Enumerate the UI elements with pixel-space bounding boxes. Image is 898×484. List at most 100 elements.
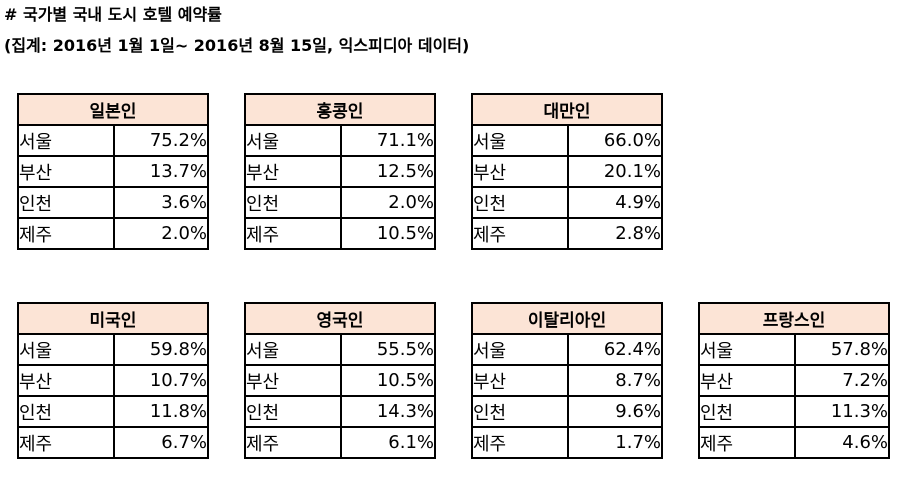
table-row: 제주 6.1%	[244, 426, 436, 459]
country-table: 홍콩인 서울 71.1% 부산 12.5% 인천 2.0% 제주 10.5%	[244, 93, 436, 250]
country-header: 홍콩인	[244, 93, 436, 126]
table-row: 서울 75.2%	[17, 124, 209, 157]
table-row: 부산 20.1%	[471, 155, 663, 188]
city-name-cell: 제주	[17, 217, 115, 250]
table-row: 제주 10.5%	[244, 217, 436, 250]
city-name-cell: 제주	[698, 426, 796, 459]
booking-rate-cell: 57.8%	[794, 333, 890, 366]
country-table: 이탈리아인 서울 62.4% 부산 8.7% 인천 9.6% 제주 1.7%	[471, 302, 663, 459]
country-table: 일본인 서울 75.2% 부산 13.7% 인천 3.6% 제주 2.0%	[17, 93, 209, 250]
table-row: 인천 11.3%	[698, 395, 890, 428]
table-row: 서울 71.1%	[244, 124, 436, 157]
table-row: 제주 1.7%	[471, 426, 663, 459]
booking-rate-cell: 55.5%	[340, 333, 436, 366]
booking-rate-cell: 8.7%	[567, 364, 663, 397]
city-name-cell: 부산	[244, 155, 342, 188]
city-name-cell: 제주	[471, 217, 569, 250]
table-row: 인천 11.8%	[17, 395, 209, 428]
city-name-cell: 서울	[17, 333, 115, 366]
city-name-cell: 서울	[471, 333, 569, 366]
city-name-cell: 부산	[244, 364, 342, 397]
table-row: 제주 2.0%	[17, 217, 209, 250]
booking-rate-cell: 4.6%	[794, 426, 890, 459]
city-name-cell: 인천	[698, 395, 796, 428]
city-name-cell: 부산	[471, 364, 569, 397]
city-name-cell: 인천	[244, 186, 342, 219]
city-name-cell: 부산	[17, 155, 115, 188]
booking-rate-cell: 10.5%	[340, 217, 436, 250]
country-table: 대만인 서울 66.0% 부산 20.1% 인천 4.9% 제주 2.8%	[471, 93, 663, 250]
city-name-cell: 서울	[698, 333, 796, 366]
city-name-cell: 제주	[471, 426, 569, 459]
booking-rate-cell: 66.0%	[567, 124, 663, 157]
booking-rate-cell: 7.2%	[794, 364, 890, 397]
booking-rate-cell: 3.6%	[113, 186, 209, 219]
city-name-cell: 서울	[244, 333, 342, 366]
city-name-cell: 부산	[698, 364, 796, 397]
city-name-cell: 서울	[17, 124, 115, 157]
table-row: 부산 10.5%	[244, 364, 436, 397]
table-row: 서울 66.0%	[471, 124, 663, 157]
city-name-cell: 인천	[17, 395, 115, 428]
booking-rate-cell: 20.1%	[567, 155, 663, 188]
city-name-cell: 서울	[471, 124, 569, 157]
booking-rate-cell: 6.1%	[340, 426, 436, 459]
table-row: 제주 2.8%	[471, 217, 663, 250]
table-row: 제주 6.7%	[17, 426, 209, 459]
table-row: 인천 14.3%	[244, 395, 436, 428]
booking-rate-cell: 75.2%	[113, 124, 209, 157]
country-header: 일본인	[17, 93, 209, 126]
country-header: 미국인	[17, 302, 209, 335]
booking-rate-cell: 2.0%	[340, 186, 436, 219]
table-row: 부산 10.7%	[17, 364, 209, 397]
table-row: 서울 62.4%	[471, 333, 663, 366]
booking-rate-cell: 14.3%	[340, 395, 436, 428]
city-name-cell: 부산	[471, 155, 569, 188]
booking-rate-cell: 2.0%	[113, 217, 209, 250]
country-table: 프랑스인 서울 57.8% 부산 7.2% 인천 11.3% 제주 4.6%	[698, 302, 890, 459]
country-table: 영국인 서울 55.5% 부산 10.5% 인천 14.3% 제주 6.1%	[244, 302, 436, 459]
table-row: 인천 3.6%	[17, 186, 209, 219]
country-header: 이탈리아인	[471, 302, 663, 335]
booking-rate-cell: 6.7%	[113, 426, 209, 459]
booking-rate-cell: 10.5%	[340, 364, 436, 397]
booking-rate-cell: 2.8%	[567, 217, 663, 250]
city-name-cell: 부산	[17, 364, 115, 397]
booking-rate-cell: 62.4%	[567, 333, 663, 366]
country-header: 프랑스인	[698, 302, 890, 335]
city-name-cell: 인천	[471, 186, 569, 219]
city-name-cell: 서울	[244, 124, 342, 157]
city-name-cell: 제주	[17, 426, 115, 459]
table-row: 부산 8.7%	[471, 364, 663, 397]
table-row: 인천 2.0%	[244, 186, 436, 219]
city-name-cell: 인천	[471, 395, 569, 428]
booking-rate-cell: 9.6%	[567, 395, 663, 428]
table-row: 부산 7.2%	[698, 364, 890, 397]
booking-rate-cell: 11.8%	[113, 395, 209, 428]
page-title: # 국가별 국내 도시 호텔 예약률	[4, 5, 222, 24]
table-row: 서울 57.8%	[698, 333, 890, 366]
country-header: 영국인	[244, 302, 436, 335]
table-row: 인천 4.9%	[471, 186, 663, 219]
country-header: 대만인	[471, 93, 663, 126]
booking-rate-cell: 1.7%	[567, 426, 663, 459]
table-row: 부산 12.5%	[244, 155, 436, 188]
booking-rate-cell: 71.1%	[340, 124, 436, 157]
city-name-cell: 제주	[244, 217, 342, 250]
country-table: 미국인 서울 59.8% 부산 10.7% 인천 11.8% 제주 6.7%	[17, 302, 209, 459]
city-name-cell: 제주	[244, 426, 342, 459]
table-row: 제주 4.6%	[698, 426, 890, 459]
booking-rate-cell: 13.7%	[113, 155, 209, 188]
booking-rate-cell: 4.9%	[567, 186, 663, 219]
booking-rate-cell: 59.8%	[113, 333, 209, 366]
table-row: 인천 9.6%	[471, 395, 663, 428]
city-name-cell: 인천	[17, 186, 115, 219]
booking-rate-cell: 12.5%	[340, 155, 436, 188]
page-subtitle: (집계: 2016년 1월 1일~ 2016년 8월 15일, 익스피디아 데이…	[4, 36, 470, 55]
booking-rate-cell: 11.3%	[794, 395, 890, 428]
city-name-cell: 인천	[244, 395, 342, 428]
table-row: 서울 55.5%	[244, 333, 436, 366]
table-row: 부산 13.7%	[17, 155, 209, 188]
booking-rate-cell: 10.7%	[113, 364, 209, 397]
table-row: 서울 59.8%	[17, 333, 209, 366]
